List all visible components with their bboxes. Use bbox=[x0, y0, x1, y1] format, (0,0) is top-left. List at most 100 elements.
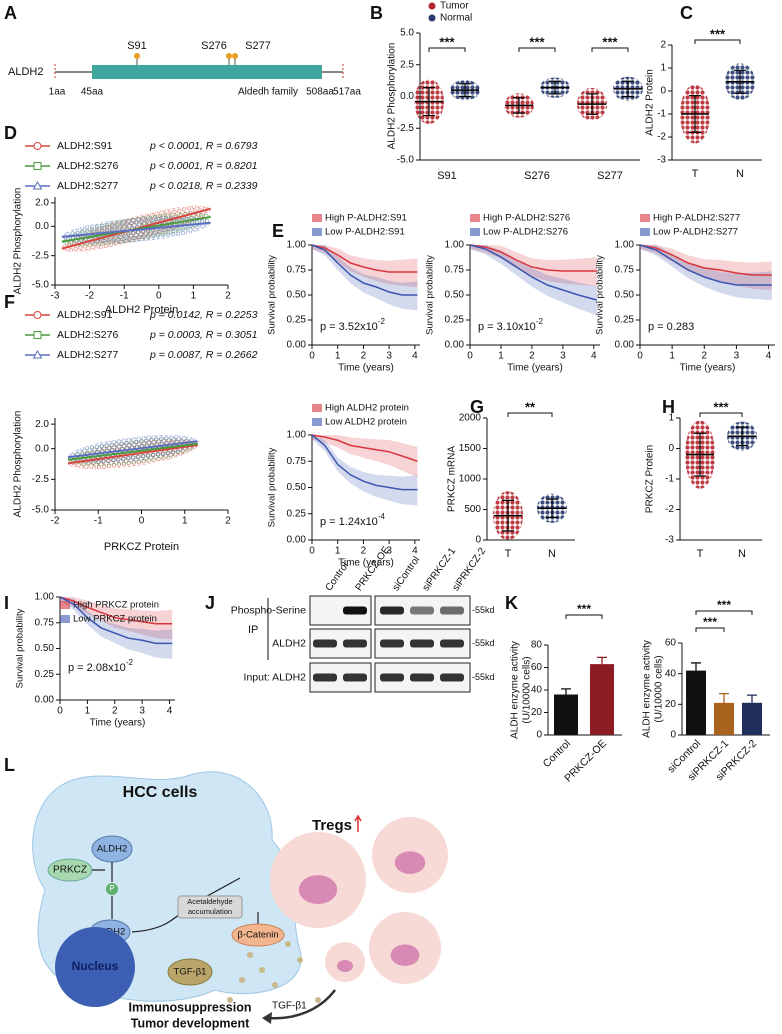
nucleus bbox=[55, 927, 135, 1007]
y-tick-label: -5.0 bbox=[32, 505, 50, 516]
node-label: P bbox=[109, 884, 114, 893]
panel-letter: E bbox=[272, 221, 284, 241]
x-tick-label: 1 bbox=[498, 351, 504, 362]
x-tick-label: 0 bbox=[637, 351, 643, 362]
legend-marker bbox=[32, 180, 43, 190]
y-tick-label: -2.5 bbox=[32, 250, 50, 261]
lane-label: PRKCZ-OE bbox=[354, 544, 393, 593]
y-tick-label: 0.50 bbox=[445, 290, 465, 301]
legend-label: Normal bbox=[440, 13, 472, 24]
legend-marker bbox=[33, 162, 42, 170]
y-tick-label: 1.00 bbox=[35, 592, 55, 603]
panel-letter: D bbox=[4, 123, 17, 143]
x-axis-label: Time (years) bbox=[680, 363, 736, 374]
node-label: TGF-β1 bbox=[174, 967, 207, 978]
protein-name: ALDH2 bbox=[8, 66, 43, 78]
y-tick-label: 40 bbox=[665, 668, 677, 679]
x-tick-label: 0 bbox=[139, 516, 145, 527]
y-tick-label: 1.00 bbox=[615, 240, 635, 251]
site-head bbox=[232, 53, 238, 59]
cell-label: HCC cells bbox=[123, 784, 198, 801]
legend-swatch bbox=[470, 228, 480, 236]
sig-bracket bbox=[428, 47, 466, 52]
bar bbox=[686, 670, 706, 735]
p-value-exp: -2 bbox=[378, 317, 386, 326]
legend-stat: p = 0.0142, R = 0.2253 bbox=[149, 309, 258, 321]
sig-label: *** bbox=[710, 26, 726, 41]
survival-curve bbox=[639, 244, 772, 276]
treg-nucleus bbox=[298, 875, 338, 904]
y-tick-label: 1000 bbox=[459, 474, 482, 485]
blot-band bbox=[410, 639, 434, 648]
x-tick-label: S91 bbox=[437, 170, 457, 182]
size-marker: -55kd bbox=[472, 672, 495, 682]
error-bar bbox=[747, 694, 757, 703]
x-tick-label: 0 bbox=[156, 291, 162, 302]
panel-letter: K bbox=[505, 593, 518, 613]
y-tick-label: 40 bbox=[531, 685, 543, 696]
position-label: 1aa bbox=[49, 87, 66, 98]
sig-bracket bbox=[695, 627, 725, 632]
tgf-dot bbox=[297, 957, 303, 963]
legend-marker bbox=[33, 311, 42, 319]
error-bar bbox=[719, 692, 729, 703]
sd-bar bbox=[502, 499, 514, 532]
sd-bar bbox=[549, 80, 561, 95]
x-tick-label: 4 bbox=[167, 706, 173, 717]
y-tick-label: -5.0 bbox=[397, 155, 415, 166]
y-tick-label: -1 bbox=[657, 109, 666, 120]
survival-curve bbox=[469, 244, 598, 301]
blot-band bbox=[410, 606, 434, 615]
y-tick-label: -2 bbox=[657, 132, 666, 143]
panel-letter: G bbox=[470, 397, 484, 417]
legend-label: Low PRKCZ protein bbox=[73, 614, 157, 625]
y-tick-label: 0.00 bbox=[287, 340, 307, 351]
sig-label: *** bbox=[439, 34, 455, 49]
survival-curve bbox=[639, 244, 772, 286]
x-tick-label: 2 bbox=[225, 516, 231, 527]
legend-stat: p = 0.0087, R = 0.2662 bbox=[149, 349, 258, 361]
panel-letter: F bbox=[4, 292, 15, 312]
x-tick-label: N bbox=[736, 168, 744, 180]
x-tick-label: T bbox=[505, 548, 512, 560]
y-axis-label: (U/10000 cells) bbox=[522, 656, 533, 723]
blot-band bbox=[440, 639, 464, 648]
p-value-exp: -4 bbox=[378, 512, 386, 521]
y-tick-label: 60 bbox=[531, 662, 543, 673]
blot-band bbox=[313, 639, 337, 648]
y-tick-label: 2 bbox=[660, 40, 666, 51]
legend-swatch bbox=[640, 214, 650, 222]
node-label: Acetaldehyde bbox=[187, 897, 232, 906]
y-tick-label: -3 bbox=[657, 155, 666, 166]
sig-bracket bbox=[507, 412, 553, 417]
blot-band bbox=[313, 673, 337, 682]
tgf-label: TGF-β1 bbox=[272, 1001, 307, 1012]
y-tick-label: 0.50 bbox=[35, 643, 55, 654]
y-tick-label: 2.0 bbox=[35, 419, 49, 430]
y-axis-label: Survival probability bbox=[267, 255, 278, 335]
curved-arrow bbox=[267, 989, 336, 1020]
x-tick-label: 2 bbox=[361, 351, 367, 362]
ci-band bbox=[60, 597, 173, 660]
blot-band bbox=[380, 673, 404, 682]
y-tick-label: -1 bbox=[665, 474, 674, 485]
lane-label: siControl bbox=[391, 555, 423, 594]
y-tick-label: 80 bbox=[531, 640, 543, 651]
y-tick-label: 1.00 bbox=[445, 240, 465, 251]
legend-marker bbox=[428, 14, 436, 22]
tgf-dot bbox=[315, 997, 321, 1003]
y-tick-label: 1.00 bbox=[287, 240, 307, 251]
survival-curve bbox=[59, 596, 173, 645]
tgf-dot bbox=[239, 977, 245, 983]
sd-bar bbox=[622, 80, 634, 98]
y-tick-label: 0.00 bbox=[445, 340, 465, 351]
legend-label: ALDH2:S91 bbox=[57, 140, 113, 152]
tgf-dot bbox=[272, 982, 278, 988]
y-tick-label: 1 bbox=[668, 413, 674, 424]
y-axis-label: PRKCZ Protein bbox=[645, 445, 656, 513]
x-tick-label: 4 bbox=[591, 351, 597, 362]
y-tick-label: 2000 bbox=[459, 413, 482, 424]
node-tgf bbox=[167, 958, 213, 986]
y-tick-label: 0.75 bbox=[615, 265, 635, 276]
blot-band bbox=[343, 639, 367, 648]
